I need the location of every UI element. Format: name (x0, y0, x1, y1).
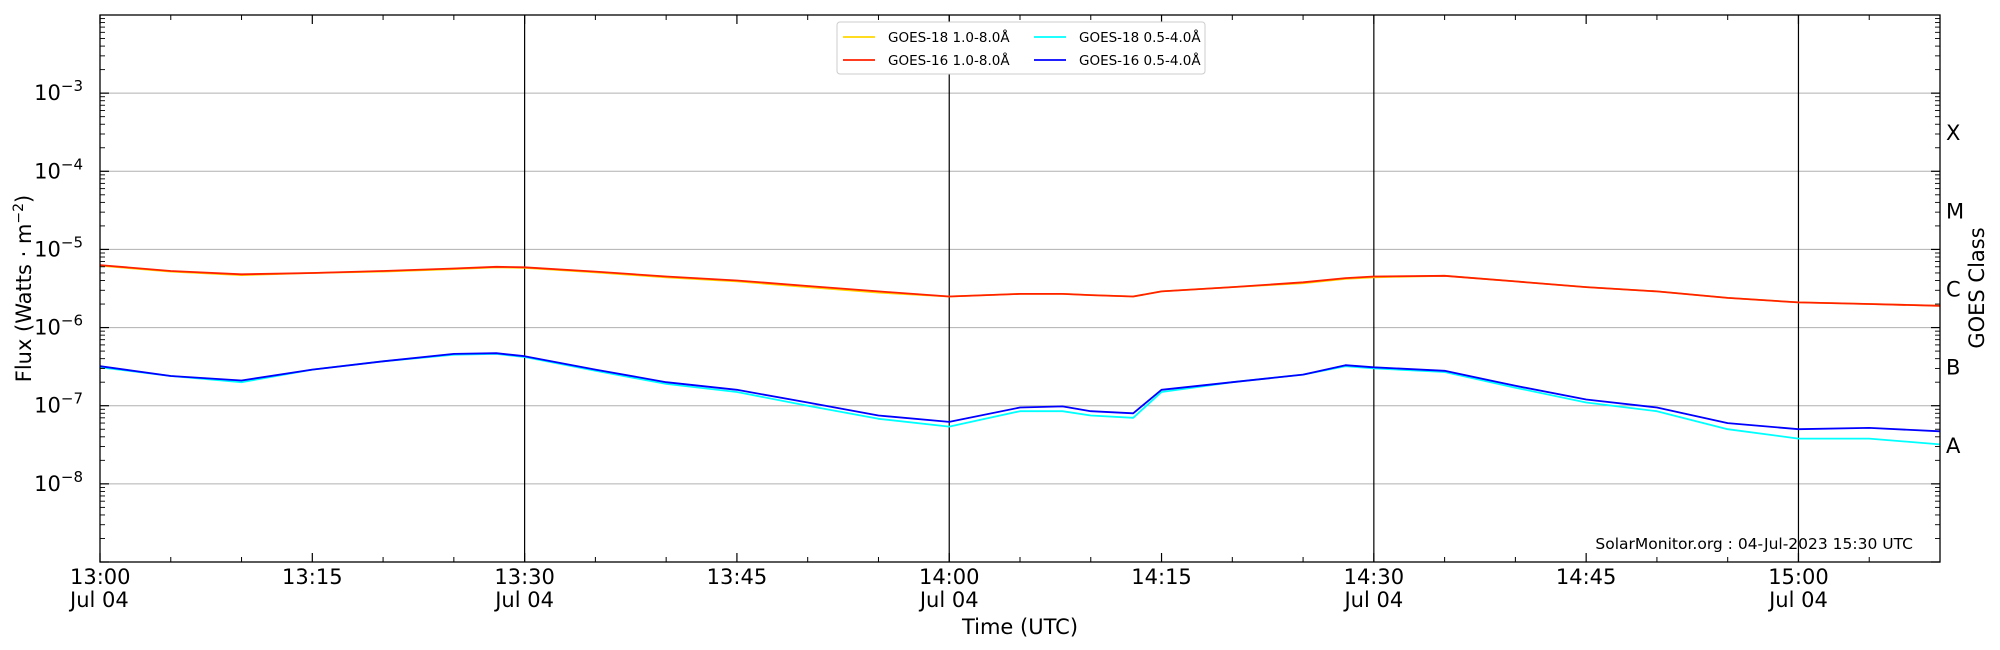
x-tick-sublabel: Jul 04 (1767, 588, 1828, 612)
x-tick-label: 14:00 (919, 565, 980, 589)
legend-label: GOES-18 1.0-8.0Å (888, 29, 1010, 46)
legend-label: GOES-18 0.5-4.0Å (1079, 29, 1201, 46)
x-tick-label: 13:45 (707, 565, 768, 589)
x-tick-label: 15:00 (1768, 565, 1829, 589)
y-axis-title-main: Flux (Watts · m (12, 224, 36, 383)
axis-ticks (99, 15, 1941, 563)
x-tick-label: 14:15 (1131, 565, 1192, 589)
y-tick-label: 10−3 (34, 77, 83, 105)
y-tick-label: 10−8 (34, 468, 83, 496)
legend: GOES-18 1.0-8.0Å GOES-16 1.0-8.0Å GOES-18 … (836, 21, 1206, 75)
grid-lines (100, 92, 1940, 485)
y-axis-title-exponent: −2 (11, 203, 27, 224)
goes-class-label: X (1946, 121, 1960, 145)
legend-box (836, 21, 1206, 75)
goes-class-label: B (1946, 356, 1960, 380)
goes-class-label: M (1946, 199, 1964, 223)
legend-label: GOES-16 1.0-8.0Å (888, 52, 1010, 69)
series-line-3 (99, 352, 1941, 433)
day-divider-lines (524, 15, 1800, 562)
y-axis-title: Flux (Watts · m−2) (11, 195, 36, 383)
goes-class-labels: A B C M X (1946, 121, 1964, 458)
y-tick-label: 10−7 (34, 390, 83, 418)
x-tick-sublabel: Jul 04 (68, 588, 129, 612)
x-tick-sublabel: Jul 04 (918, 588, 979, 612)
x-tick-label: 13:00 (70, 565, 131, 589)
y-axis-title-close: ) (12, 195, 36, 203)
y-tick-label: 10−5 (34, 233, 83, 261)
series-lines (99, 264, 1941, 446)
goes-class-axis-title: GOES Class (1965, 227, 1989, 348)
legend-label: GOES-16 0.5-4.0Å (1079, 52, 1201, 69)
goes-class-label: C (1946, 278, 1961, 302)
series-line-2 (99, 264, 1941, 307)
x-tick-sublabel: Jul 04 (493, 588, 554, 612)
x-tick-label: 13:30 (494, 565, 555, 589)
plot-frame (99, 14, 1941, 563)
y-tick-labels: 10−8 10−7 10−6 10−5 10−4 10−3 (34, 77, 83, 496)
x-tick-label: 14:30 (1344, 565, 1405, 589)
x-tick-label: 14:45 (1556, 565, 1617, 589)
x-axis-title: Time (UTC) (961, 615, 1078, 639)
y-tick-label: 10−4 (34, 155, 83, 183)
y-tick-label: 10−6 (34, 312, 83, 340)
x-tick-sublabel: Jul 04 (1342, 588, 1403, 612)
x-tick-label: 13:15 (282, 565, 343, 589)
goes-class-label: A (1946, 434, 1961, 458)
credit-text: SolarMonitor.org : 04-Jul-2023 15:30 UTC (1595, 535, 1913, 553)
series-line-1 (99, 352, 1941, 446)
